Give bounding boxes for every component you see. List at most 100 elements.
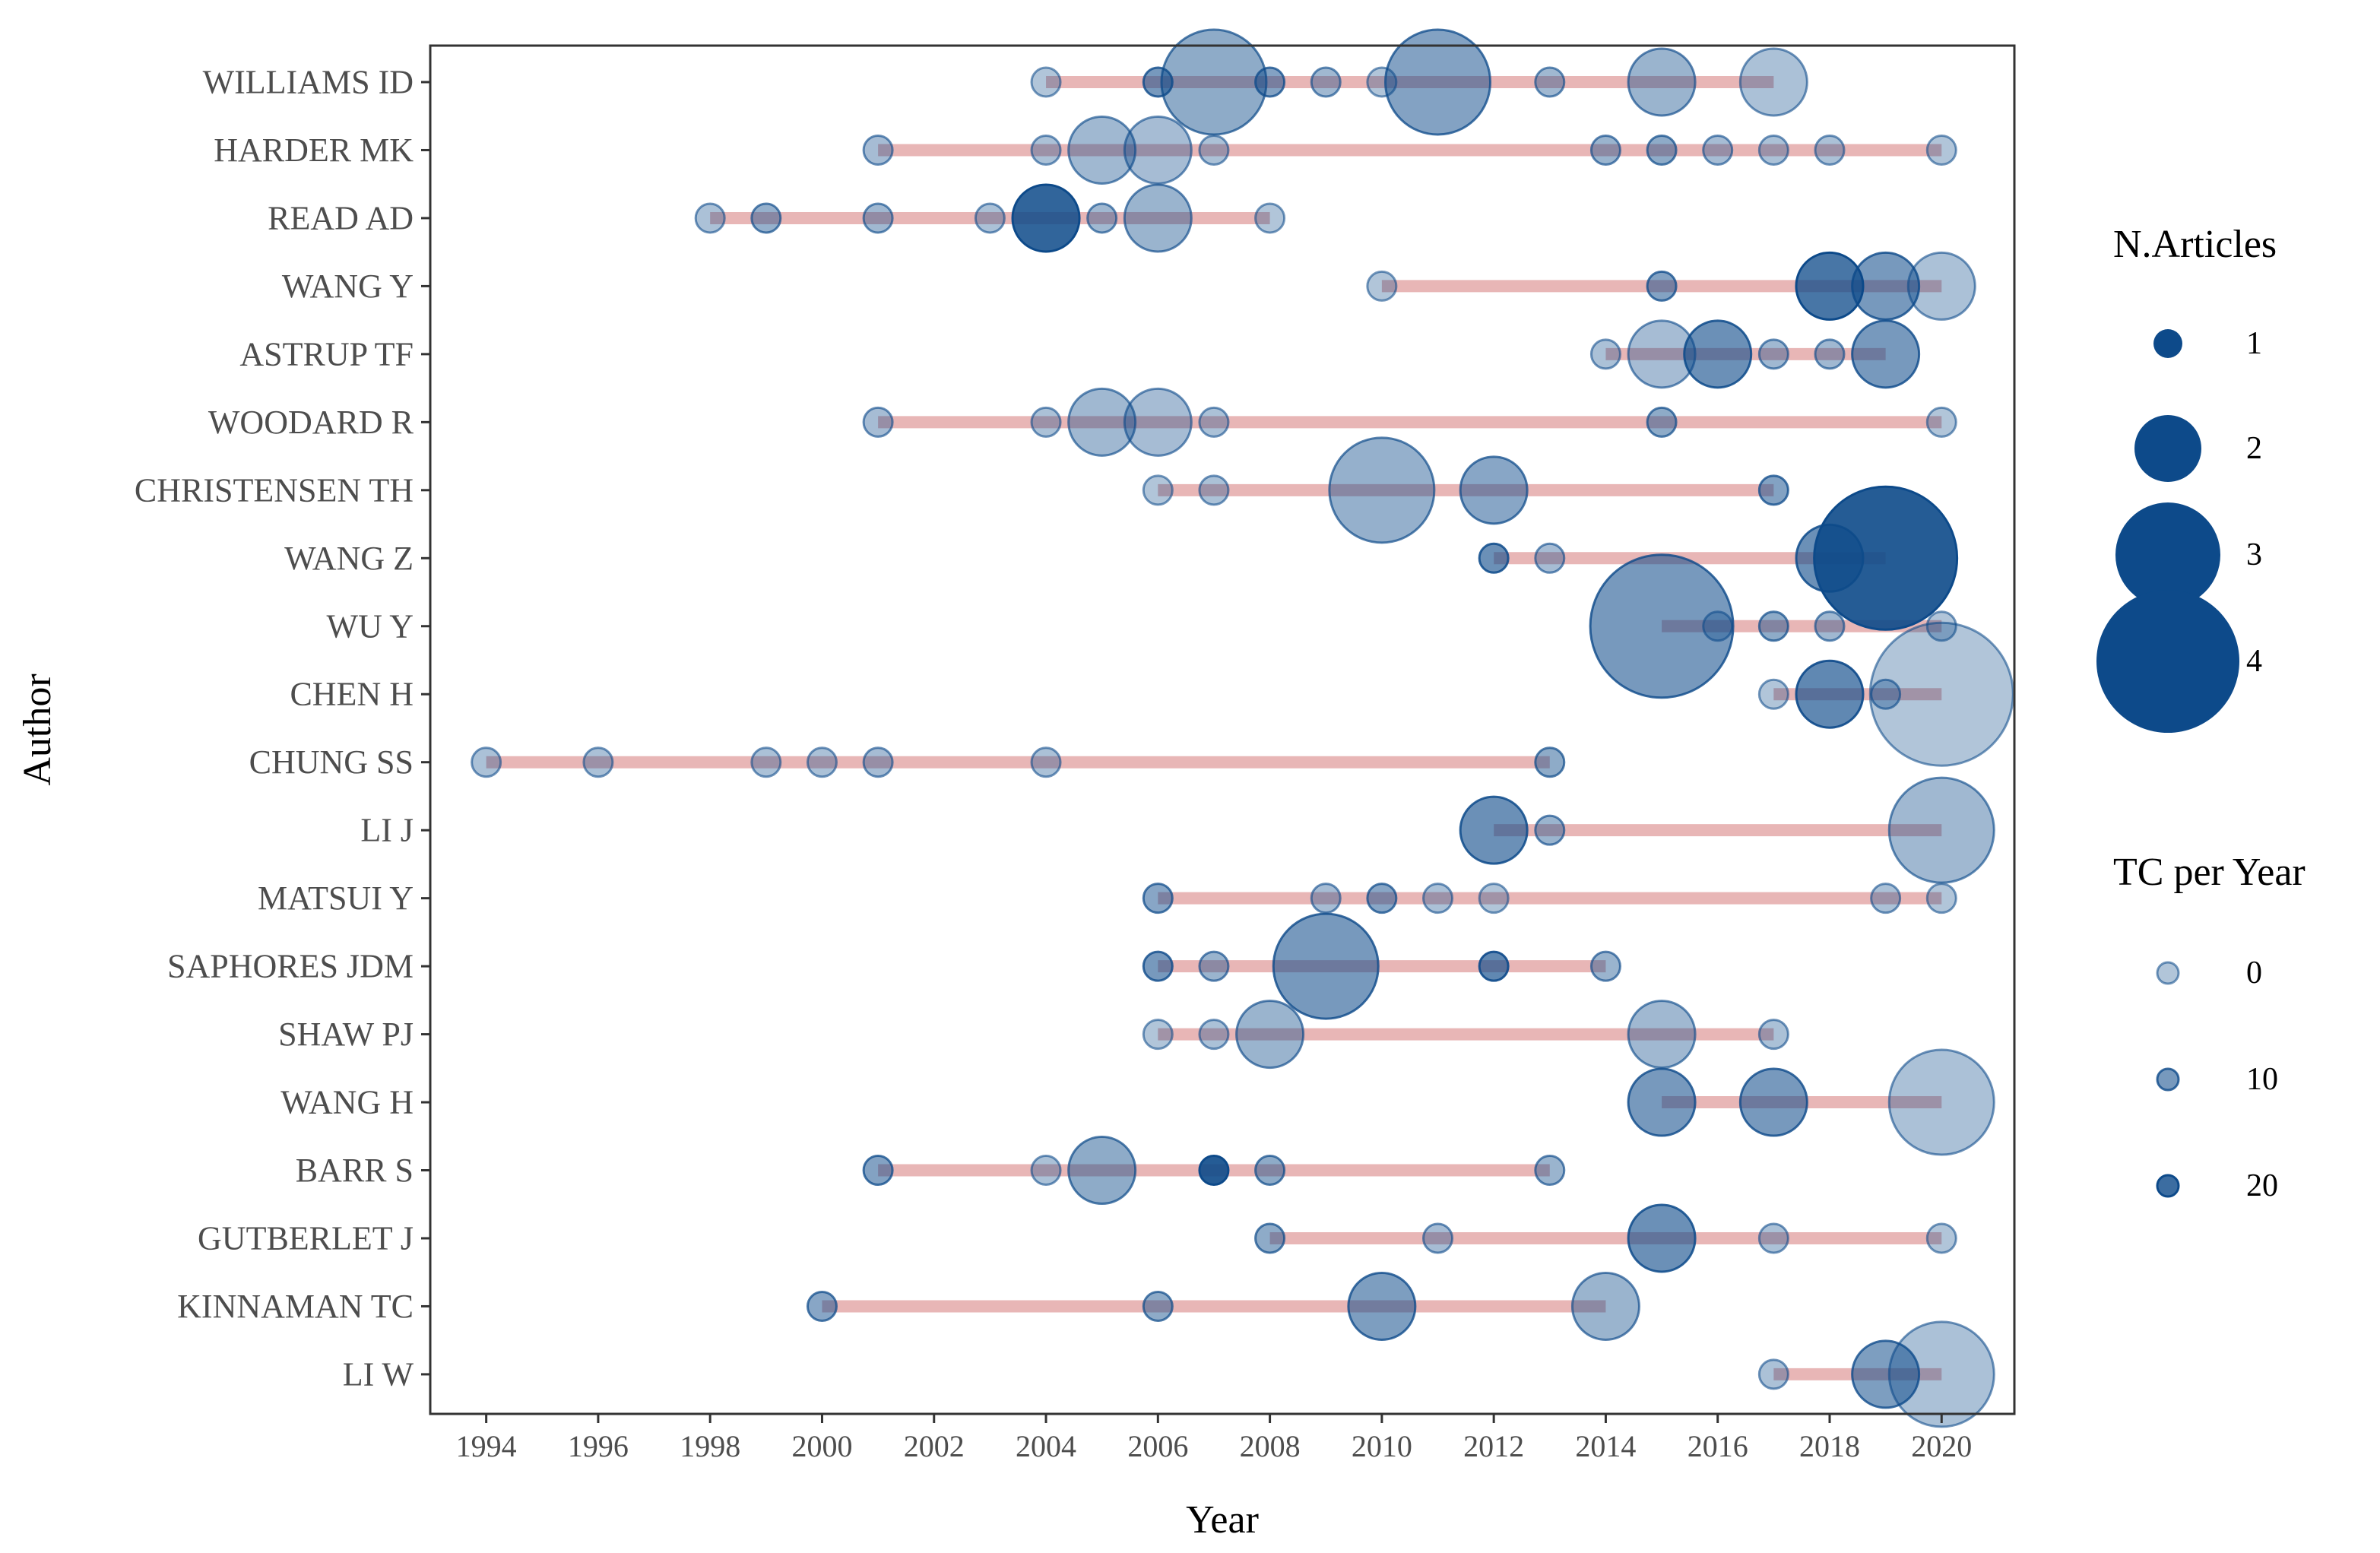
data-point [1235,1000,1305,1070]
x-tick-label: 2002 [904,1429,965,1463]
x-tick-label: 2018 [1799,1429,1860,1463]
data-point [1142,1290,1174,1322]
data-point [1925,1222,1957,1254]
legend-size-label: 3 [2246,537,2262,572]
x-axis-title: Year [1186,1498,1259,1542]
data-point [1366,883,1398,914]
legend-size-label: 2 [2246,431,2262,466]
plot-panel-border [429,44,2016,1415]
data-point [1030,1155,1062,1187]
data-point [1870,883,1902,914]
data-point [1198,1019,1230,1051]
data-point [806,1290,838,1322]
x-tick-label: 2004 [1016,1429,1076,1463]
data-point [1067,115,1137,185]
data-point [1589,338,1621,370]
data-point [1814,134,1846,166]
y-tick-label: WILLIAMS ID [203,64,414,101]
y-tick-label: CHRISTENSEN TH [135,471,414,509]
x-axis: 1994 1996 1998 2000 2002 2004 2006 2008 2010 2012… [456,1414,1972,1463]
legend-tc-per-year: TC per Year 0 10 20 [2113,851,2306,1203]
data-point [471,746,502,778]
data-point [1272,912,1380,1020]
data-point [1142,883,1174,914]
y-tick-label: LI W [343,1355,414,1393]
data-point [1198,134,1230,166]
data-point [1123,387,1193,457]
data-point [1030,66,1062,98]
x-tick-label: 2012 [1463,1429,1524,1463]
data-point [1738,47,1808,117]
data-point [1142,950,1174,982]
data-point [1795,659,1865,729]
data-point [1534,1155,1566,1187]
data-point [1868,621,2014,767]
data-point [1534,66,1566,98]
data-point [1478,883,1510,914]
data-point [1198,474,1230,506]
data-point [1198,950,1230,982]
y-tick-label: GUTBERLET J [198,1219,414,1257]
legend-color-key [2156,961,2180,985]
data-point [1851,319,1921,389]
legend-size-key [2134,415,2201,482]
x-tick-label: 2006 [1127,1429,1188,1463]
data-point [1534,542,1566,574]
y-tick-label: BARR S [296,1152,414,1189]
data-point [1030,134,1062,166]
data-point [1478,542,1510,574]
data-point [1925,134,1957,166]
data-point [1422,883,1454,914]
y-tick-label: SAPHORES JDM [167,948,414,985]
data-point [1310,883,1342,914]
y-tick-label: WANG Z [284,540,414,577]
data-point [1702,610,1734,642]
legend-size-label: 1 [2246,326,2262,361]
legend-size-label: 4 [2246,644,2262,679]
legend-color-label: 0 [2246,956,2262,990]
y-tick-label: WU Y [327,607,414,645]
data-point [1702,134,1734,166]
data-point [862,134,894,166]
publication-bubbles [471,28,2014,1428]
data-point [1198,406,1230,438]
data-point [1887,776,1995,884]
data-point [806,746,838,778]
data-point [1067,1136,1137,1206]
y-tick-label: WANG Y [282,268,414,305]
data-point [1422,1222,1454,1254]
data-point [1254,1222,1286,1254]
data-point [1627,1203,1697,1273]
data-point [1254,202,1286,234]
x-tick-label: 2014 [1575,1429,1636,1463]
y-tick-label: KINNAMAN TC [177,1288,414,1325]
data-point [1851,1339,1921,1409]
x-tick-label: 2016 [1688,1429,1748,1463]
data-point [1757,134,1789,166]
legend-size-title: N.Articles [2113,223,2277,266]
x-tick-label: 1994 [456,1429,517,1463]
data-point [1627,1000,1697,1070]
data-point [1757,678,1789,710]
data-point [1123,183,1193,253]
data-point [750,202,782,234]
data-point [1589,950,1621,982]
data-point [1925,610,1957,642]
data-point [750,746,782,778]
legend-color-key [2156,1067,2180,1092]
data-point [1142,474,1174,506]
data-point [1534,814,1566,846]
x-tick-label: 2020 [1911,1429,1972,1463]
data-point [1030,406,1062,438]
data-point [1814,610,1846,642]
legend-size-key [2096,590,2239,733]
data-point [1589,134,1621,166]
data-point [694,202,726,234]
data-point [1646,406,1678,438]
data-point [1627,1067,1697,1137]
data-point [974,202,1006,234]
y-tick-label: CHUNG SS [249,743,414,781]
legend-color-title: TC per Year [2113,851,2306,894]
data-point [1813,485,1959,631]
